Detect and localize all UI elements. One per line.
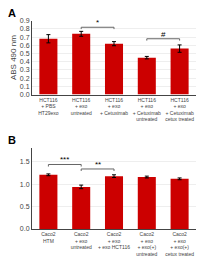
svg-text:0.7: 0.7 — [20, 34, 30, 41]
svg-text:**: ** — [95, 160, 101, 169]
svg-text:0.3: 0.3 — [20, 66, 30, 73]
svg-text:0.6: 0.6 — [20, 42, 30, 49]
svg-text:0.8: 0.8 — [20, 25, 30, 32]
svg-text:1.5: 1.5 — [20, 158, 30, 165]
svg-text:HCT116+ exo+ Cetuximabcetux tr: HCT116+ exo+ Cetuximabcetux treated — [165, 97, 194, 123]
svg-text:HCT116+ PBSHT29exo: HCT116+ PBSHT29exo — [38, 97, 59, 116]
svg-text:A: A — [8, 7, 16, 19]
svg-text:0.0: 0.0 — [20, 91, 30, 98]
svg-text:Caco2+ exo+ exo(+)cetux treate: Caco2+ exo+ exo(+)cetux treated — [165, 231, 194, 257]
svg-text:B: B — [8, 134, 16, 146]
svg-text:1.0: 1.0 — [20, 181, 30, 188]
svg-text:0.5: 0.5 — [20, 203, 30, 210]
svg-text:Caco2+ exountreated: Caco2+ exountreated — [71, 231, 92, 250]
svg-text:#: # — [161, 30, 166, 39]
svg-text:0.2: 0.2 — [20, 75, 30, 82]
svg-text:Caco2HTM: Caco2HTM — [41, 231, 56, 244]
svg-text:0.4: 0.4 — [20, 58, 30, 65]
svg-text:HCT116+ exountreated: HCT116+ exountreated — [71, 97, 92, 116]
svg-text:HCT116+ exo+ Cetuximab: HCT116+ exo+ Cetuximab — [100, 97, 128, 116]
svg-text:Caco2+ exo+ exo(+)untreated: Caco2+ exo+ exo(+)untreated — [136, 231, 157, 257]
svg-text:0.5: 0.5 — [20, 50, 30, 57]
svg-text:0.1: 0.1 — [20, 83, 30, 90]
svg-text:Caco2+ exo+ exo HCT116: Caco2+ exo+ exo HCT116 — [98, 231, 130, 250]
svg-text:***: *** — [60, 155, 69, 164]
svg-text:0.0: 0.0 — [20, 225, 30, 232]
svg-text:0.9: 0.9 — [20, 17, 30, 24]
svg-text:*: * — [96, 18, 99, 27]
svg-text:ABS 490 nm: ABS 490 nm — [9, 35, 18, 80]
svg-text:HCT116+ exo+ Cetuximabuntreate: HCT116+ exo+ Cetuximabuntreated — [133, 97, 161, 123]
